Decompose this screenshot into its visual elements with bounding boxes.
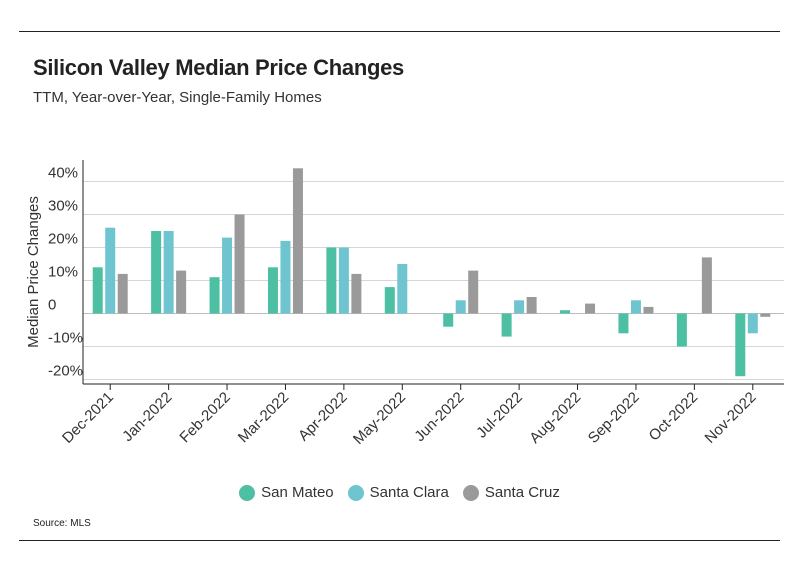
x-tick-label: Dec-2021	[59, 389, 117, 447]
bar	[701, 257, 712, 314]
bar	[630, 300, 641, 314]
bar	[735, 313, 746, 377]
x-tick-label: Feb-2022	[176, 389, 233, 446]
x-tick-label: Apr-2022	[295, 389, 351, 445]
bar	[234, 214, 245, 314]
bar	[209, 277, 220, 314]
chart-subtitle: TTM, Year-over-Year, Single-Family Homes	[33, 89, 322, 106]
y-tick-label: 20%	[48, 231, 78, 248]
bar	[163, 231, 174, 314]
legend-label: Santa Cruz	[484, 484, 560, 501]
bar	[585, 303, 596, 314]
bar	[455, 300, 466, 314]
x-tick-label: May-2022	[350, 389, 409, 448]
source-note: Source: MLS	[33, 518, 91, 529]
y-tick-label: -10%	[48, 330, 83, 347]
bar	[338, 247, 349, 314]
legend-item: Santa Cruz	[462, 484, 560, 501]
x-tick-label: Aug-2022	[526, 389, 584, 447]
bottom-rule	[19, 540, 780, 541]
chart-title: Silicon Valley Median Price Changes	[33, 55, 404, 80]
x-tick-label: Jul-2022	[473, 389, 526, 442]
y-tick-label: 10%	[48, 264, 78, 281]
bar	[468, 270, 479, 314]
bar	[526, 297, 537, 314]
x-tick-label: Jan-2022	[119, 389, 175, 445]
bar	[151, 231, 162, 314]
bar	[560, 310, 571, 314]
bar	[443, 313, 454, 327]
x-tick-label: Nov-2022	[702, 389, 760, 447]
y-tick-label: 0	[48, 297, 56, 314]
bar	[351, 273, 362, 314]
legend-label: Santa Clara	[369, 484, 449, 501]
x-tick-label: Mar-2022	[235, 389, 292, 446]
bar	[397, 264, 408, 314]
y-axis-title: Median Price Changes	[25, 196, 42, 348]
legend-item: San Mateo	[239, 484, 334, 501]
bar	[92, 267, 103, 314]
bar	[117, 273, 128, 314]
x-tick-label: Jun-2022	[411, 389, 467, 445]
legend-swatch	[239, 484, 256, 501]
chart-legend: San Mateo Santa Clara Santa Cruz	[0, 484, 799, 501]
bar	[105, 227, 116, 314]
bar	[280, 240, 291, 314]
legend-label: San Mateo	[261, 484, 334, 501]
bar	[292, 168, 303, 314]
bar	[267, 267, 278, 314]
bar	[501, 313, 512, 337]
bar	[176, 270, 187, 314]
y-tick-label: -20%	[48, 363, 83, 380]
x-tick-label: Sep-2022	[585, 389, 643, 447]
bar	[222, 237, 233, 314]
legend-item: Santa Clara	[347, 484, 449, 501]
legend-swatch	[347, 484, 364, 501]
legend-swatch	[462, 484, 479, 501]
bar	[384, 287, 395, 314]
bar	[760, 313, 771, 317]
bar	[618, 313, 629, 334]
y-tick-label: 30%	[48, 198, 78, 215]
bar	[676, 313, 687, 347]
bar	[514, 300, 525, 314]
bar	[747, 313, 758, 334]
x-tick-label: Oct-2022	[646, 389, 702, 445]
top-rule	[19, 31, 780, 32]
y-tick-label: 40%	[48, 165, 78, 182]
bar	[326, 247, 337, 314]
bar	[643, 306, 654, 314]
